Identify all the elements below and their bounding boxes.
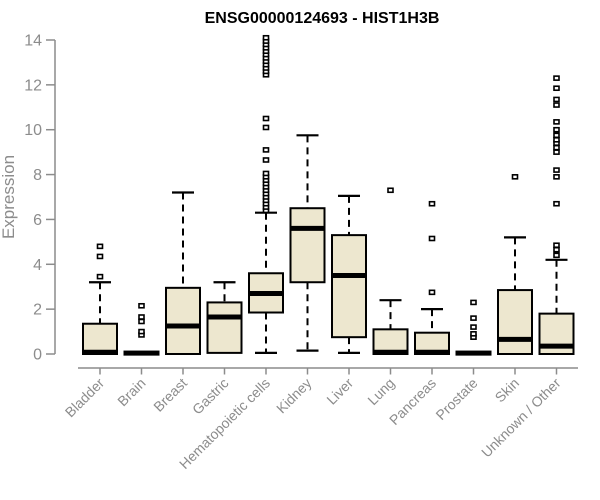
x-tick-label: Prostate (432, 375, 480, 423)
y-tick-label: 8 (33, 167, 42, 184)
box-rect (165, 286, 201, 356)
outlier-point (262, 124, 270, 131)
outlier-point (553, 246, 560, 253)
outlier-point (553, 102, 560, 108)
outlier-point (138, 318, 145, 325)
outlier-point (553, 167, 560, 173)
outlier-point (553, 119, 560, 125)
outlier-point (96, 243, 104, 250)
outlier-point (262, 147, 270, 153)
box-rect (82, 322, 118, 356)
outlier-point (138, 328, 145, 335)
outlier-point (470, 315, 477, 321)
box-gastric (206, 281, 243, 354)
outlier-point (262, 34, 270, 41)
box-rect (206, 301, 243, 354)
box-hematopoietic-cells (248, 34, 284, 354)
box-kidney (289, 134, 326, 352)
outlier-point (511, 174, 519, 180)
outlier-point (553, 75, 560, 81)
outlier-point (428, 235, 436, 242)
outlier-point (138, 314, 145, 320)
box-prostate (455, 299, 492, 356)
box-breast (165, 191, 201, 356)
outlier-point (387, 187, 394, 194)
outlier-point (553, 96, 560, 103)
box-liver (331, 194, 367, 354)
y-tick-label: 10 (24, 122, 42, 139)
outlier-point (553, 137, 560, 143)
outlier-point (553, 132, 560, 139)
outlier-point (553, 149, 560, 155)
box-unknown-other (538, 75, 575, 355)
x-tick-label: Kidney (273, 375, 315, 417)
y-tick-label: 0 (33, 347, 42, 364)
x-tick-label: Liver (323, 375, 356, 408)
outlier-point (428, 200, 436, 207)
outlier-point (553, 252, 560, 259)
outlier-point (262, 157, 270, 163)
outlier-point (553, 174, 560, 180)
box-skin (497, 174, 533, 356)
box-rect (331, 234, 367, 339)
x-tick-label: Brain (114, 375, 148, 409)
y-tick-label: 12 (24, 77, 42, 94)
box-lung (372, 187, 409, 356)
outlier-point (262, 170, 270, 177)
axes (46, 39, 578, 375)
y-axis-label: Expression (0, 155, 18, 239)
outlier-point (428, 289, 436, 296)
x-tick-label: Unknown / Other (478, 375, 564, 461)
y-tick-label: 2 (33, 302, 42, 319)
outlier-point (262, 115, 270, 122)
outlier-point (96, 253, 104, 260)
outlier-point (553, 126, 560, 133)
outlier-point (470, 299, 477, 306)
y-tick-label: 14 (24, 33, 42, 50)
outlier-point (553, 85, 560, 92)
outlier-point (553, 200, 560, 207)
x-tick-label: Breast (150, 375, 190, 415)
outlier-point (470, 324, 477, 330)
outlier-point (470, 331, 477, 337)
box-bladder (82, 243, 118, 356)
outlier-point (553, 242, 560, 249)
y-tick-label: 4 (33, 257, 42, 274)
outlier-point (96, 273, 104, 280)
box-brain (123, 302, 160, 356)
plot-root: 0 2 4 6 8 10 12 14 Bladder Brain BreastGastricHema… (24, 33, 578, 472)
y-tick-labels: 0 2 4 6 8 10 12 14 (24, 33, 42, 364)
box-pancreas (414, 200, 450, 356)
x-tick-label: Bladder (62, 375, 108, 421)
outlier-point (553, 144, 560, 151)
y-tick-label: 6 (33, 212, 42, 229)
chart-title: ENSG00000124693 - HIST1H3B (205, 10, 440, 27)
x-tick-label: Skin (492, 375, 523, 406)
box-rect (497, 289, 533, 356)
x-tick-label: Lung (364, 375, 397, 408)
outlier-point (138, 302, 145, 309)
box-rect (289, 207, 326, 284)
